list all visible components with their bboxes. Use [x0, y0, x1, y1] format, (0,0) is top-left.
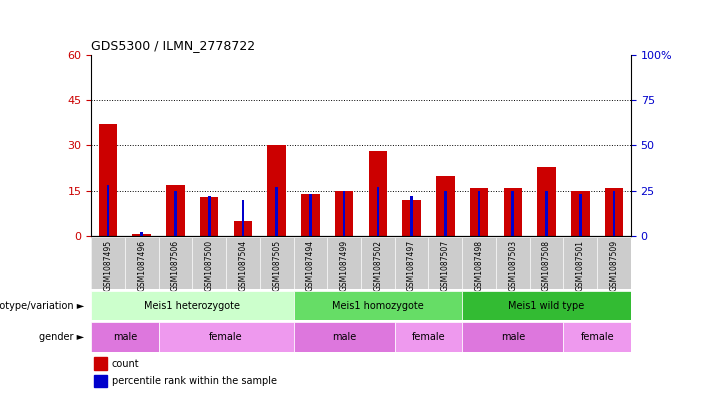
- Text: GSM1087500: GSM1087500: [205, 240, 214, 292]
- Bar: [444, 191, 447, 236]
- Bar: [564, 322, 631, 352]
- Bar: [208, 196, 210, 236]
- Bar: [545, 191, 548, 236]
- Text: Meis1 wild type: Meis1 wild type: [508, 301, 585, 310]
- Text: female: female: [210, 332, 243, 342]
- Text: Meis1 homozygote: Meis1 homozygote: [332, 301, 424, 310]
- Text: GSM1087496: GSM1087496: [137, 240, 147, 292]
- Bar: [613, 191, 615, 236]
- Text: male: male: [113, 332, 137, 342]
- Bar: [605, 187, 623, 236]
- Bar: [94, 357, 107, 369]
- Text: male: male: [332, 332, 356, 342]
- Bar: [376, 187, 379, 236]
- Text: GSM1087504: GSM1087504: [238, 240, 247, 292]
- Text: GSM1087503: GSM1087503: [508, 240, 517, 292]
- Text: GSM1087508: GSM1087508: [542, 240, 551, 291]
- Bar: [301, 194, 320, 236]
- Text: GSM1087501: GSM1087501: [576, 240, 585, 291]
- Text: GDS5300 / ILMN_2778722: GDS5300 / ILMN_2778722: [91, 39, 255, 52]
- Text: male: male: [501, 332, 525, 342]
- Bar: [158, 322, 294, 352]
- Text: GSM1087494: GSM1087494: [306, 240, 315, 292]
- Text: GSM1087502: GSM1087502: [374, 240, 382, 291]
- Text: percentile rank within the sample: percentile rank within the sample: [111, 376, 277, 386]
- Bar: [174, 191, 177, 236]
- Text: female: female: [411, 332, 445, 342]
- Bar: [395, 322, 462, 352]
- Bar: [410, 196, 413, 236]
- Bar: [294, 322, 395, 352]
- Bar: [512, 191, 514, 236]
- Bar: [233, 221, 252, 236]
- Bar: [579, 194, 582, 236]
- Bar: [402, 200, 421, 236]
- Bar: [343, 191, 346, 236]
- Bar: [537, 167, 556, 236]
- Text: GSM1087507: GSM1087507: [441, 240, 450, 292]
- Bar: [275, 187, 278, 236]
- Bar: [99, 124, 117, 236]
- Bar: [478, 191, 480, 236]
- Text: GSM1087506: GSM1087506: [171, 240, 180, 292]
- Bar: [462, 291, 631, 320]
- Bar: [166, 185, 185, 236]
- Text: GSM1087505: GSM1087505: [272, 240, 281, 292]
- Bar: [267, 145, 286, 236]
- Bar: [294, 291, 462, 320]
- Bar: [94, 375, 107, 387]
- Bar: [309, 194, 312, 236]
- Bar: [436, 176, 455, 236]
- Bar: [335, 191, 353, 236]
- Bar: [91, 322, 158, 352]
- Bar: [470, 187, 489, 236]
- Bar: [571, 191, 590, 236]
- Bar: [91, 291, 294, 320]
- Text: female: female: [580, 332, 614, 342]
- Bar: [462, 322, 564, 352]
- Text: GSM1087495: GSM1087495: [104, 240, 112, 292]
- Bar: [107, 185, 109, 236]
- Text: genotype/variation ►: genotype/variation ►: [0, 301, 84, 310]
- Text: Meis1 heterozygote: Meis1 heterozygote: [144, 301, 240, 310]
- Text: GSM1087499: GSM1087499: [340, 240, 348, 292]
- Text: GSM1087497: GSM1087497: [407, 240, 416, 292]
- Bar: [140, 232, 143, 236]
- Bar: [132, 234, 151, 236]
- Text: gender ►: gender ►: [39, 332, 84, 342]
- Bar: [503, 187, 522, 236]
- Text: count: count: [111, 358, 139, 369]
- Text: GSM1087509: GSM1087509: [610, 240, 618, 292]
- Bar: [242, 200, 244, 236]
- Bar: [200, 196, 219, 236]
- Bar: [369, 151, 387, 236]
- Text: GSM1087498: GSM1087498: [475, 240, 484, 291]
